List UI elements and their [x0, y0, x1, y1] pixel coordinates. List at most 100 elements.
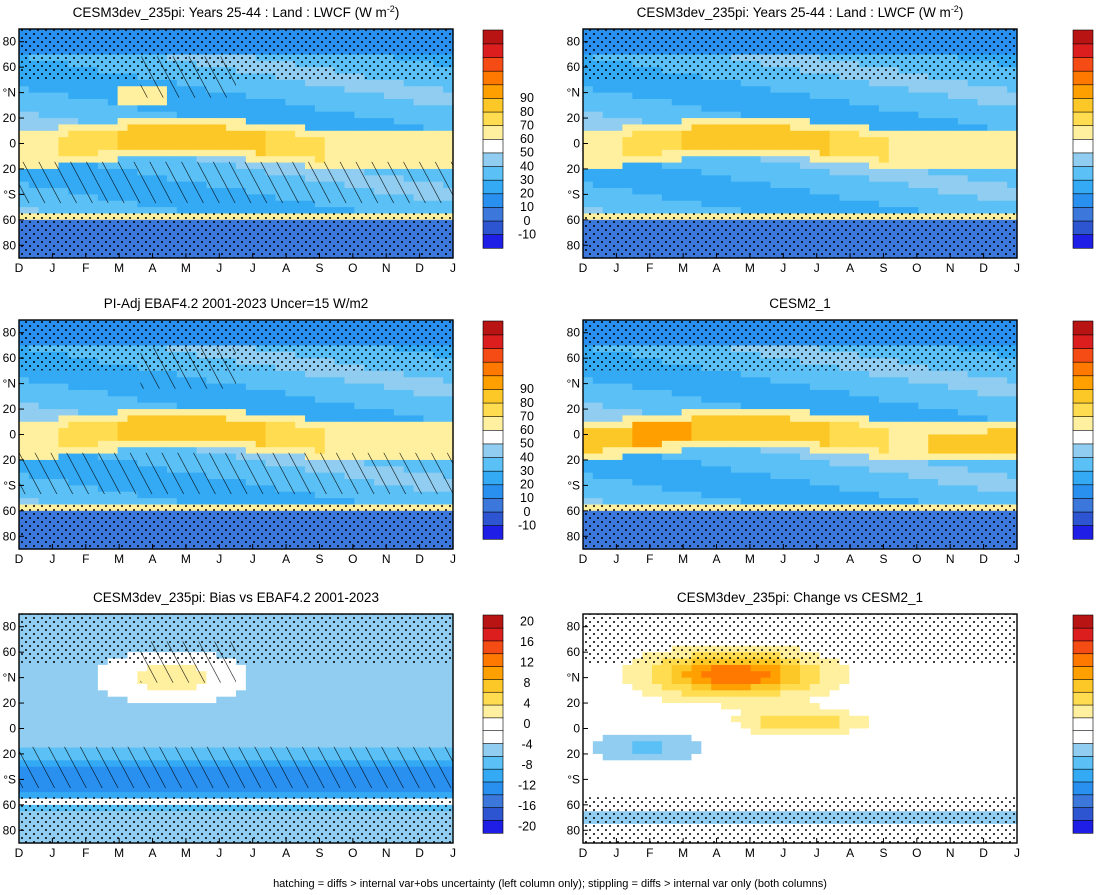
- field-cell: [888, 149, 900, 157]
- field-cell: [374, 402, 385, 410]
- field-cell: [721, 162, 732, 170]
- field-cell: [374, 389, 385, 397]
- field-cell: [117, 370, 129, 378]
- colorbar-label: 0: [524, 505, 531, 519]
- field-cell: [68, 428, 79, 436]
- field-cell: [433, 143, 444, 151]
- field-cell: [305, 118, 316, 126]
- field-cell: [374, 200, 385, 208]
- field-cell: [265, 434, 277, 442]
- field-cell: [967, 149, 979, 157]
- field-cell: [216, 118, 227, 126]
- field-cell: [19, 124, 30, 132]
- field-cell: [681, 137, 693, 145]
- field-cell: [612, 181, 624, 189]
- field-cell: [612, 130, 624, 138]
- field-cell: [393, 498, 405, 506]
- field-cell: [19, 118, 30, 126]
- field-cell: [957, 181, 969, 189]
- field-cell: [652, 92, 663, 100]
- field-cell: [790, 124, 801, 132]
- field-cell: [305, 383, 316, 391]
- field-cell: [829, 162, 841, 170]
- field-cell: [275, 434, 286, 442]
- field-cell: [334, 200, 346, 208]
- field-cell: [206, 156, 217, 164]
- field-cell: [403, 105, 415, 113]
- field-cell: [117, 98, 129, 106]
- field-cell: [97, 428, 109, 436]
- field-cell: [166, 440, 178, 448]
- field-cell: [809, 194, 821, 202]
- field-cell: [88, 389, 99, 397]
- field-cell: [285, 156, 296, 164]
- field-cell: [236, 428, 247, 436]
- field-cell: [730, 143, 742, 151]
- field-cell: [701, 143, 712, 151]
- field-cell: [334, 428, 346, 436]
- field-cell: [760, 168, 772, 176]
- field-cell: [413, 428, 425, 436]
- field-cell: [957, 200, 969, 208]
- field-cell: [957, 86, 969, 94]
- field-cell: [592, 137, 604, 145]
- field-cell: [19, 396, 30, 404]
- field-cell: [413, 415, 425, 423]
- field-cell: [622, 194, 633, 202]
- x-tick-label: J: [216, 261, 222, 275]
- field-cell: [760, 143, 772, 151]
- field-cell: [423, 111, 434, 119]
- field-cell: [19, 156, 30, 164]
- field-cell: [681, 92, 693, 100]
- field-cell: [186, 434, 198, 442]
- field-cell: [285, 92, 296, 100]
- field-cell: [583, 156, 594, 164]
- field-cell: [908, 92, 919, 100]
- field-cell: [127, 149, 138, 157]
- field-cell: [255, 98, 267, 106]
- field-cell: [622, 175, 633, 183]
- field-cell: [127, 98, 138, 106]
- field-cell: [770, 188, 781, 195]
- field-cell: [977, 188, 989, 195]
- field-cell: [305, 377, 316, 385]
- field-cell: [324, 383, 336, 391]
- field-cell: [107, 396, 119, 404]
- field-cell: [691, 181, 702, 189]
- field-cell: [423, 415, 434, 423]
- field-cell: [888, 200, 900, 208]
- field-cell: [19, 137, 30, 145]
- field-cell: [28, 118, 40, 126]
- field-cell: [255, 440, 267, 448]
- field-cell: [859, 130, 870, 138]
- field-cell: [819, 98, 831, 106]
- field-cell: [770, 130, 781, 138]
- field-cell: [127, 402, 138, 410]
- field-cell: [137, 98, 148, 106]
- field-cell: [721, 156, 732, 164]
- field-cell: [957, 137, 969, 145]
- field-cell: [265, 118, 277, 126]
- field-cell: [997, 130, 1008, 138]
- field-cell: [344, 156, 355, 164]
- field-cell: [68, 498, 79, 506]
- field-cell: [602, 98, 614, 106]
- field-cell: [652, 207, 663, 215]
- field-cell: [305, 447, 316, 455]
- field-cell: [443, 92, 454, 100]
- field-cell: [661, 118, 673, 126]
- field-cell: [127, 440, 138, 448]
- field-cell: [117, 491, 129, 499]
- field-cell: [147, 105, 158, 113]
- field-cell: [898, 200, 910, 208]
- field-cell: [423, 207, 434, 215]
- field-cell: [642, 92, 653, 100]
- field-cell: [622, 92, 633, 100]
- field-cell: [681, 143, 693, 151]
- field-cell: [433, 421, 444, 429]
- x-tick-label: M: [114, 552, 124, 566]
- field-cell: [285, 447, 296, 455]
- field-cell: [305, 86, 316, 94]
- field-cell: [433, 86, 444, 94]
- field-cell: [265, 370, 277, 378]
